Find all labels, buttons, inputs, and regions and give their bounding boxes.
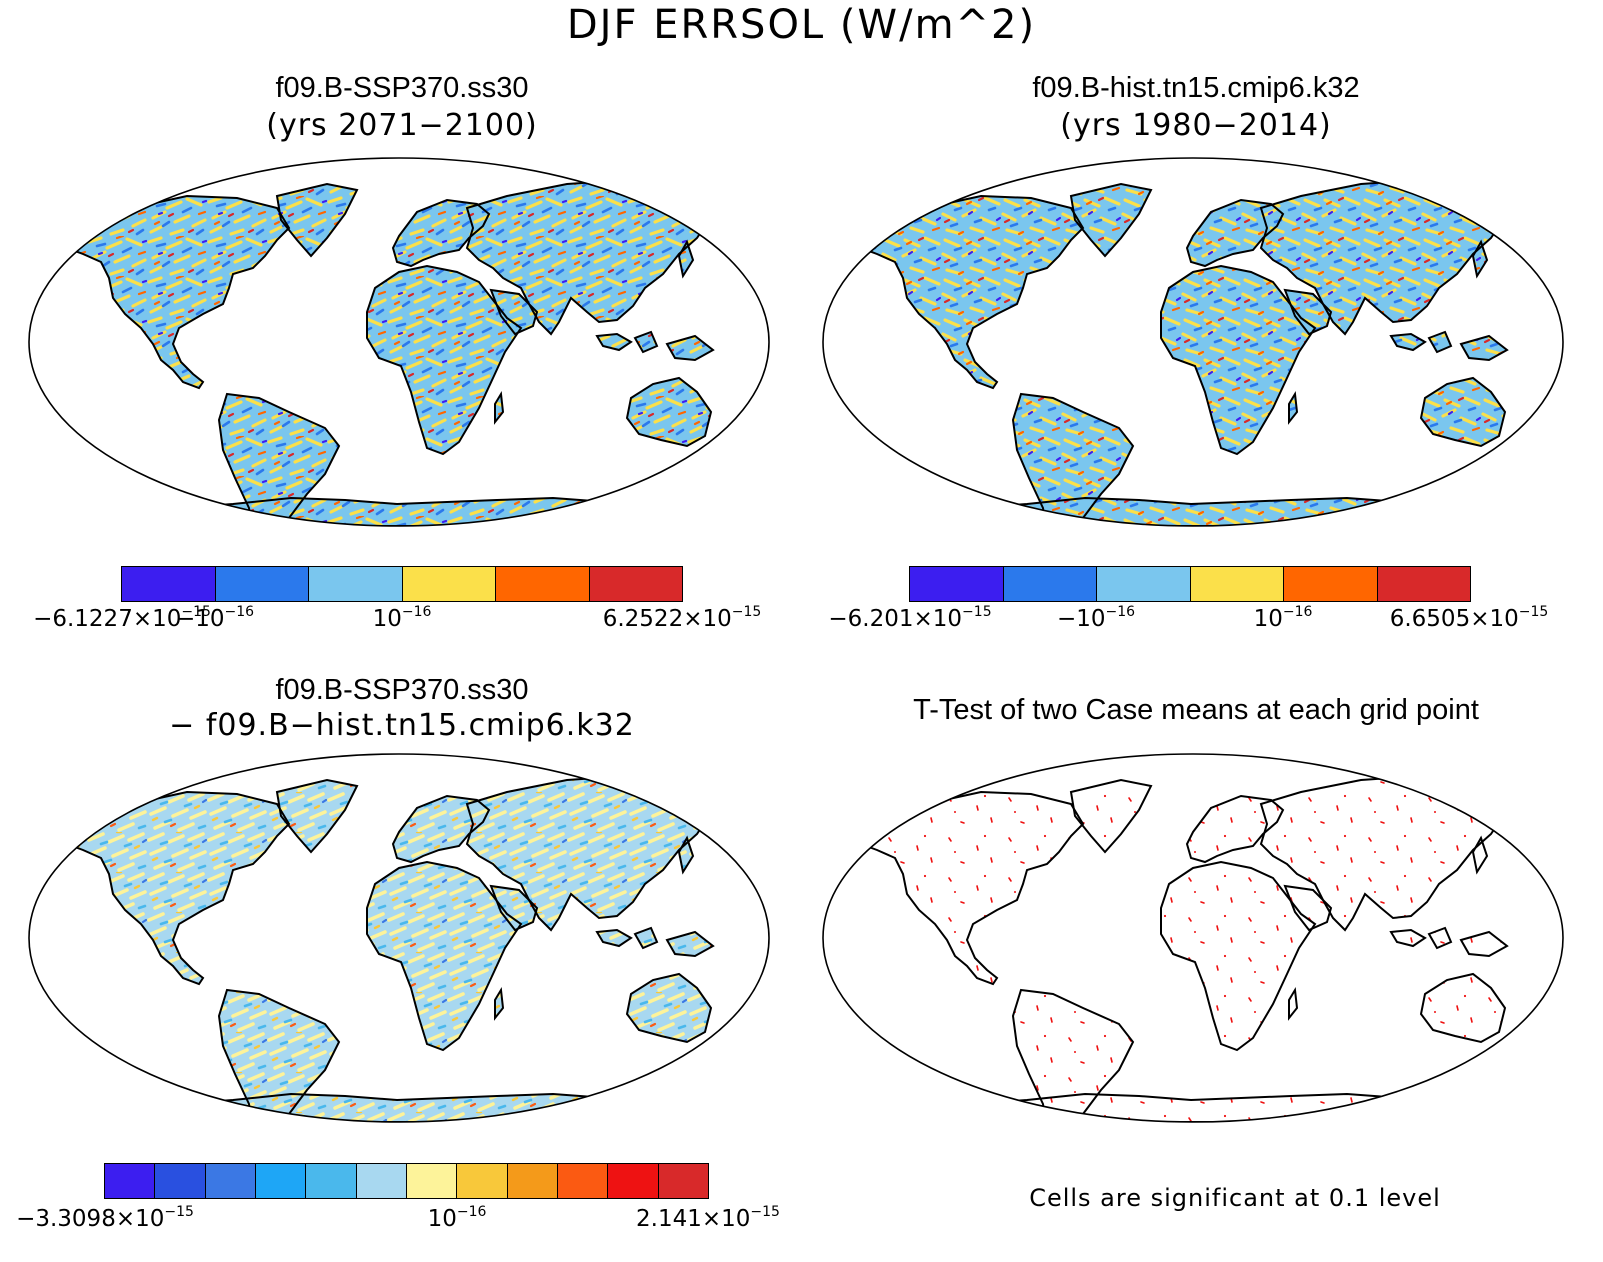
panel2-subtitle: (yrs 1980−2014) [1060,108,1332,143]
map-boundary [822,753,1564,1123]
colorbar-swatch-0 [122,567,216,601]
colorbar-tick-label: 6.2522×10−15 [602,604,762,632]
colorbar-tick-label: 10−16 [1253,604,1313,632]
colorbar-swatch-5 [1377,567,1470,601]
colorbar-swatch-6 [406,1164,458,1198]
panel2-title: f09.B-hist.tn15.cmip6.k32 [1032,72,1360,104]
colorbar-swatch-2 [309,567,403,601]
colorbar-swatch-3 [255,1164,307,1198]
panel3-title: f09.B-SSP370.ss30 [275,674,529,706]
panel4-title: T-Test of two Case means at each grid po… [913,694,1479,726]
colorbar-tick-label: 2.141×10−15 [636,1204,780,1232]
colorbar-swatch-7 [457,1164,508,1198]
colorbar-tick-label: 10−16 [427,1204,487,1232]
colorbar-swatch-5 [589,567,682,601]
figure-title: DJF ERRSOL (W/m^2) [566,2,1037,48]
map-boundary [28,157,770,527]
map-boundary [28,753,770,1123]
colorbar-tick-label: −6.201×10−15 [828,604,992,632]
panel3-subtitle: − f09.B−hist.tn15.cmip6.k32 [169,708,635,743]
land-fill [67,180,741,526]
colorbar-tick-label: −3.3098×10−15 [16,1204,194,1232]
colorbar-swatch-8 [507,1164,558,1198]
panel1-title: f09.B-SSP370.ss30 [275,72,529,104]
colorbar-swatch-2 [205,1164,256,1198]
colorbar-swatch-11 [658,1164,708,1198]
panel2-map [822,157,1564,527]
panel2-colorbar [909,566,1471,602]
colorbar-swatch-0 [910,567,1004,601]
colorbar-tick-label: 10−16 [372,604,432,632]
land-fill [67,776,741,1122]
significance-note: Cells are significant at 0.1 level [1029,1184,1441,1212]
colorbar-tick-label: 6.6505×10−15 [1389,604,1549,632]
map-boundary [822,157,1564,527]
colorbar-swatch-4 [306,1164,357,1198]
colorbar-swatch-10 [608,1164,659,1198]
colorbar-swatch-1 [215,567,309,601]
panel3-map [28,753,770,1123]
colorbar-swatch-0 [105,1164,156,1198]
panel1-map [28,157,770,527]
panel1-colorbar [121,566,683,602]
panel1-subtitle: (yrs 2071−2100) [266,108,538,143]
land-fill [861,180,1535,526]
colorbar-tick-label: −6.1227×10−15 [33,604,211,632]
colorbar-swatch-1 [155,1164,206,1198]
colorbar-swatch-2 [1097,567,1191,601]
colorbar-swatch-4 [1284,567,1378,601]
colorbar-swatch-1 [1003,567,1097,601]
colorbar-tick-label: −10−16 [1056,604,1136,632]
panel4-map [822,753,1564,1123]
colorbar-swatch-3 [402,567,496,601]
colorbar-tick-label: −10−16 [175,604,255,632]
panel3-colorbar [104,1163,709,1199]
colorbar-swatch-5 [356,1164,407,1198]
colorbar-swatch-4 [496,567,590,601]
colorbar-swatch-3 [1190,567,1284,601]
colorbar-swatch-9 [557,1164,609,1198]
land-fill [861,776,1535,1122]
